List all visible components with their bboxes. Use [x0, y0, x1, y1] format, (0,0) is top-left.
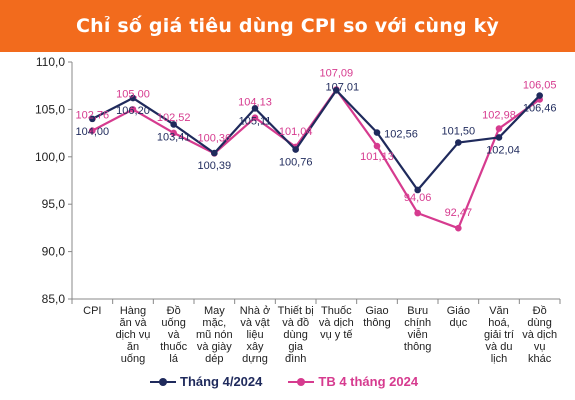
- series-1-data-label: 107,01: [326, 81, 360, 93]
- series-2-data-label: 101,04: [279, 126, 313, 138]
- x-category-label: Văn hoá, giải trí và du lịch: [484, 305, 514, 365]
- series-2-line: [91, 88, 541, 230]
- x-category-label: Thiết bị và đồ dùng gia đình: [278, 305, 314, 365]
- series-1-data-label: 102,56: [384, 129, 418, 141]
- x-category-label: Giáo dục: [447, 305, 470, 329]
- y-tick-label: 105,0: [35, 102, 65, 116]
- series-2-point: [373, 142, 381, 150]
- series-2-data-label: 92,47: [445, 207, 473, 219]
- legend-label-series-1: Tháng 4/2024: [180, 374, 263, 389]
- x-category-label: Giao thông: [363, 305, 391, 329]
- x-category-label: May mặc, mũ nón và giày dép: [196, 305, 233, 365]
- legend-swatch-series-1: [150, 377, 176, 387]
- series-2-point: [170, 129, 177, 137]
- series-1-point: [333, 87, 340, 94]
- chart-legend: Tháng 4/2024 TB 4 tháng 2024: [150, 374, 418, 389]
- series-1-point: [129, 94, 137, 102]
- x-category-label: CPI: [83, 305, 101, 317]
- series-1-point: [292, 146, 299, 153]
- series-2-data-label: 94,06: [404, 192, 432, 204]
- series-2-data-label: 102,76: [76, 110, 110, 122]
- series-1-data-label: 100,76: [279, 157, 313, 169]
- series-1-point: [495, 134, 503, 141]
- series-1-data-label: 106,46: [523, 103, 557, 115]
- series-1-line: [91, 89, 541, 192]
- x-category-label: Bưu chính viễn thông: [404, 305, 432, 353]
- series-1-point: [455, 139, 462, 146]
- series-1-point: [89, 115, 96, 123]
- x-category-label: Hàng ăn và dịch vụ ăn uống: [116, 305, 151, 365]
- series-2-data-label: 102,98: [482, 110, 516, 122]
- series-1-data-label: 103,41: [157, 131, 191, 143]
- series-1-data-label: 105,11: [239, 115, 272, 127]
- x-category-label: Thuốc và dịch vụ y tế: [319, 305, 354, 341]
- x-category-label: Đồ dùng và dịch vụ khác: [522, 305, 557, 365]
- series-2-point: [414, 209, 421, 217]
- series-1-data-label: 100,39: [198, 160, 232, 172]
- legend-swatch-series-2: [288, 377, 315, 387]
- y-tick-label: 85,0: [42, 292, 66, 306]
- series-2-data-label: 101,13: [360, 151, 394, 163]
- series-1-point: [211, 149, 218, 157]
- series-2-point: [495, 125, 503, 132]
- series-2-point: [89, 127, 96, 134]
- series-2-data-label: 106,05: [523, 79, 557, 91]
- series-1-data-label: 104,00: [76, 126, 110, 138]
- legend-item-series-1: Tháng 4/2024: [150, 374, 262, 389]
- x-category-label: Nhà ở và vật liệu xây dựng: [240, 305, 270, 365]
- series-2-data-label: 105,00: [116, 88, 150, 100]
- y-tick-label: 100,0: [35, 150, 65, 164]
- series-1-point: [414, 186, 421, 194]
- series-2-point: [129, 106, 137, 113]
- series-2-data-label: 102,52: [157, 112, 191, 124]
- series-1-point: [251, 105, 259, 112]
- chart-title-bar: Chỉ số giá tiêu dùng CPI so với cùng kỳ: [0, 0, 575, 52]
- legend-item-series-2: TB 4 tháng 2024: [288, 374, 418, 389]
- y-tick-label: 110,0: [36, 55, 65, 69]
- series-2-point: [455, 224, 462, 232]
- series-1-point: [373, 129, 381, 136]
- series-1-data-label: 102,04: [486, 144, 520, 156]
- y-tick-label: 90,0: [42, 245, 66, 259]
- series-2-data-label: 104,13: [238, 97, 272, 109]
- series-2-point: [251, 114, 259, 121]
- legend-label-series-2: TB 4 tháng 2024: [318, 374, 419, 389]
- series-1-point: [536, 92, 543, 99]
- x-category-label: Đồ uống và thuốc lá: [160, 305, 187, 365]
- series-2-data-label: 107,09: [320, 68, 354, 80]
- series-1-data-label: 106,20: [116, 105, 150, 117]
- series-1-data-label: 101,50: [442, 126, 476, 138]
- chart-title: Chỉ số giá tiêu dùng CPI so với cùng kỳ: [75, 15, 500, 37]
- series-1-point: [170, 121, 177, 128]
- y-tick-label: 95,0: [42, 197, 66, 211]
- series-2-data-label: 100,36: [198, 132, 232, 144]
